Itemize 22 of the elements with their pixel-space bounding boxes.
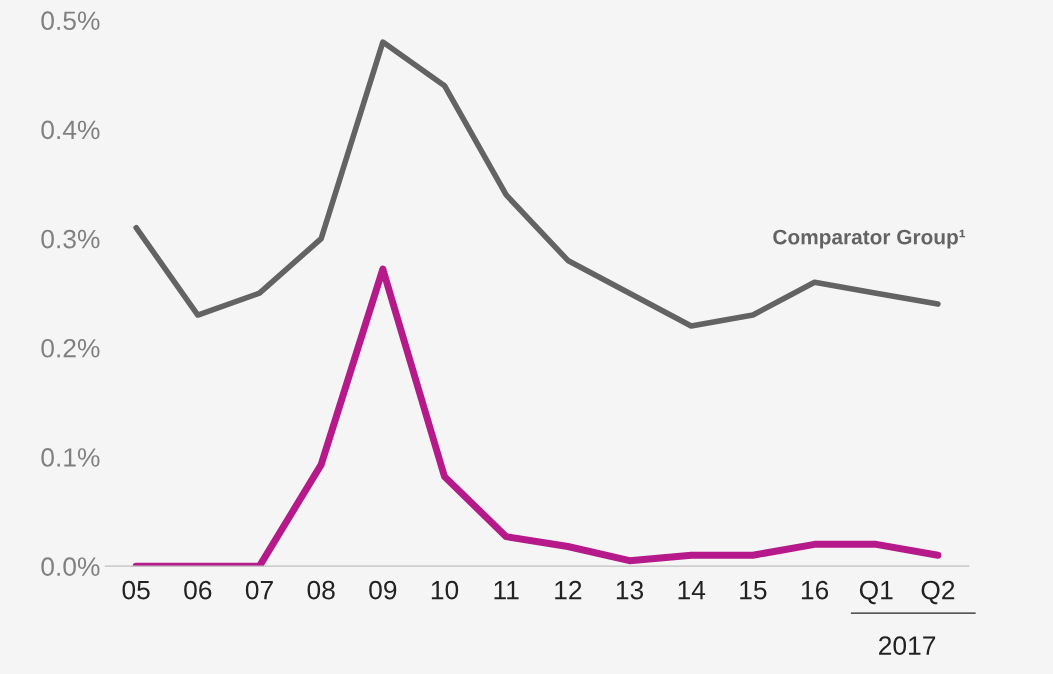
y-tick-label: 0.4% [41, 120, 100, 140]
x-tick-label: 08 [307, 580, 335, 600]
x-tick-label: 13 [616, 580, 644, 600]
text: Comparator Group¹ [773, 229, 966, 249]
x-tick-label: 06 [184, 580, 212, 600]
x-tick-label: 11 [494, 581, 519, 600]
x-tick-label: 09 [369, 580, 397, 600]
y-tick-label: 0.5% [41, 11, 100, 31]
y-tick-label: 0.1% [41, 448, 100, 467]
x-tick-label: 15 [740, 581, 767, 600]
x-tick-label: Q2 [921, 580, 955, 605]
y-tick-label: 0.2% [41, 338, 100, 358]
x-tick-label: 07 [245, 580, 273, 600]
x-tick-label: 10 [431, 580, 459, 600]
x-tick-label: 05 [122, 580, 150, 600]
x-tick-label: Q1 [859, 580, 893, 605]
x-tick-label: 14 [678, 581, 706, 600]
text: 2017 [879, 636, 936, 655]
x-tick-label: 16 [801, 580, 829, 600]
y-tick-label: 0.3% [41, 229, 100, 249]
y-tick-label: 0.0% [41, 557, 100, 576]
x-tick-label: 12 [555, 580, 582, 600]
